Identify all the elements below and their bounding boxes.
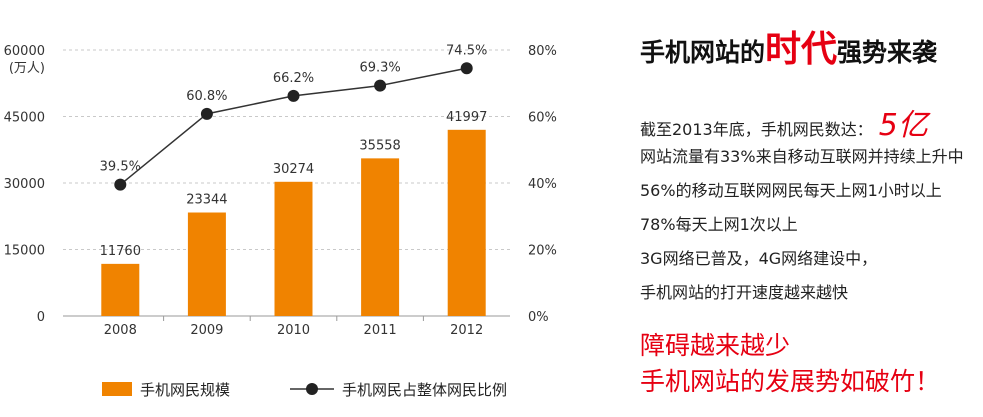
legend-swatch-bar (102, 382, 132, 396)
line-label-2012: 74.5% (446, 43, 487, 58)
bar-2009 (187, 212, 226, 316)
bar-2008 (101, 263, 140, 316)
bar-label-2011: 35558 (359, 138, 400, 153)
bar-label-2009: 23344 (186, 193, 227, 208)
fact-list: 网站流量有33%来自移动互联网并持续上升中 56%的移动互联网网民每天上网1小时… (640, 140, 964, 310)
y-left-tick-label: 60000 (4, 44, 45, 59)
bar-2012 (447, 129, 486, 316)
bar-2011 (361, 158, 400, 316)
y-left-tick-label: 30000 (4, 177, 45, 192)
line-point-2011 (374, 79, 387, 92)
y-right-tick-label: 40% (528, 177, 557, 192)
y-right-tick-label: 60% (528, 111, 557, 126)
fact-item: 78%每天上网1次以上 (640, 215, 798, 234)
y-left-tick-label: 0 (37, 310, 45, 325)
bar-label-2010: 30274 (273, 162, 314, 177)
legend-label-line: 手机网民占整体网民比例 (342, 381, 507, 399)
user-count-line: 截至2013年底，手机网民数达： 5亿 (640, 100, 928, 144)
line-point-2008 (114, 178, 127, 191)
headline-part2: 强势来袭 (837, 38, 938, 67)
y-right-tick-label: 80% (528, 44, 557, 59)
x-tick-label-2008: 2008 (104, 323, 137, 338)
line-label-2008: 39.5% (100, 160, 141, 175)
user-count-value: 5亿 (878, 108, 928, 143)
headline-highlight: 时代 (765, 29, 838, 70)
x-tick-label-2011: 2011 (364, 323, 397, 338)
y-right-tick-label: 20% (528, 244, 557, 259)
info-panel: 手机网站的 时代 强势来袭 截至2013年底，手机网民数达： 5亿 网站流量有33%来… (640, 0, 980, 417)
x-tick-label-2009: 2009 (190, 323, 223, 338)
line-point-2012 (460, 62, 473, 75)
fact-item: 网站流量有33%来自移动互联网并持续上升中 (640, 147, 964, 166)
line-point-2009 (200, 107, 213, 120)
fact-item: 手机网站的打开速度越来越快 (640, 283, 849, 302)
x-tick-label-2010: 2010 (277, 323, 310, 338)
conclusion-line: 手机网站的发展势如破竹！ (640, 367, 941, 396)
conclusion-line: 障碍越来越少 (640, 331, 791, 360)
y-left-unit-label: (万人) (9, 61, 45, 76)
fact-item: 3G网络已普及，4G网络建设中， (640, 249, 878, 268)
user-count-label: 截至2013年底，手机网民数达： (640, 120, 873, 139)
line-label-2011: 69.3% (359, 61, 400, 76)
conclusion: 障碍越来越少 手机网站的发展势如破竹！ (640, 328, 940, 400)
x-tick-label-2012: 2012 (450, 323, 483, 338)
fact-item: 56%的移动互联网网民每天上网1小时以上 (640, 181, 942, 200)
headline-part1: 手机网站的 (640, 38, 766, 67)
line-point-2010 (287, 89, 300, 102)
combo-chart: 0 15000 30000 45000 60000 (万人) 0% 20% 40% 60% 80% 1… (4, 43, 557, 399)
bar-label-2012: 41997 (446, 110, 487, 125)
line-label-2009: 60.8% (186, 89, 227, 104)
legend-marker-line (306, 383, 318, 395)
headline: 手机网站的 时代 强势来袭 (640, 20, 937, 72)
y-right-tick-label: 0% (528, 310, 549, 325)
legend-label-bar: 手机网民规模 (140, 381, 230, 399)
y-left-tick-label: 45000 (4, 111, 45, 126)
bar-2010 (274, 181, 313, 316)
y-left-tick-label: 15000 (4, 244, 45, 259)
line-label-2010: 66.2% (273, 71, 314, 86)
bar-label-2008: 11760 (100, 244, 141, 259)
